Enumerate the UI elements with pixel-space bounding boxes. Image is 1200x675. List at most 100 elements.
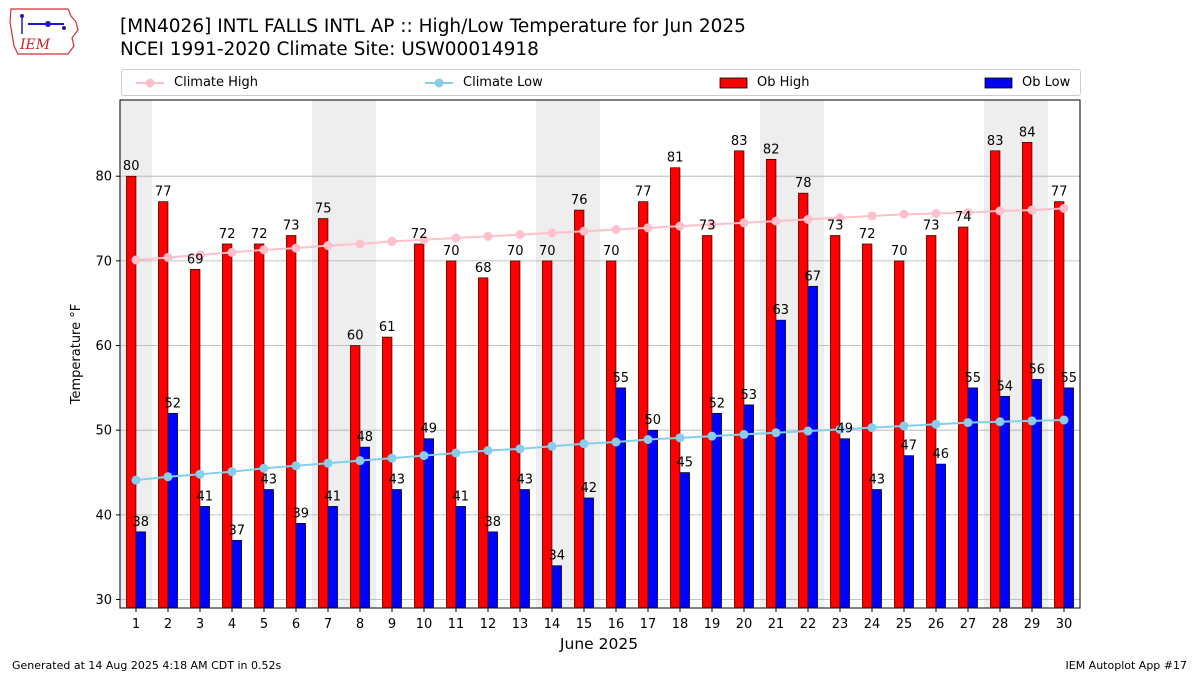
- ob-low-bar: [679, 472, 690, 609]
- x-tick-label: 19: [704, 617, 721, 632]
- climate-high-point: [131, 255, 141, 265]
- ob-high-value-label: 81: [667, 151, 684, 166]
- x-tick-label: 23: [832, 617, 849, 632]
- ob-high-value-label: 69: [187, 252, 204, 267]
- ob-low-bar: [135, 531, 146, 609]
- ob-low-bar: [551, 565, 562, 609]
- x-tick-label: 21: [768, 617, 785, 632]
- climate-low-point: [899, 421, 909, 431]
- climate-high-point: [643, 223, 653, 233]
- x-tick-label: 8: [356, 617, 364, 632]
- ob-low-value-label: 54: [997, 379, 1014, 394]
- ob-high-value-label: 70: [603, 244, 620, 259]
- ob-high-bar: [222, 243, 233, 609]
- ob-high-value-label: 77: [155, 185, 172, 200]
- legend-swatch-climate-low: [425, 78, 453, 87]
- ob-high-bar: [510, 260, 521, 609]
- climate-high-point: [259, 245, 269, 255]
- ob-low-value-label: 47: [901, 439, 918, 454]
- climate-low-point: [611, 437, 621, 447]
- chart-title: [MN4026] INTL FALLS INTL AP :: High/Low …: [120, 16, 746, 37]
- climate-high-point: [419, 235, 429, 245]
- ob-low-bar: [519, 489, 530, 609]
- ob-high-value-label: 60: [347, 329, 364, 344]
- ob-low-value-label: 55: [613, 371, 630, 386]
- climate-high-line: [135, 207, 1065, 262]
- climate-low-point: [867, 423, 877, 433]
- climate-high-point: [835, 213, 845, 223]
- climate-low-point: [451, 448, 461, 458]
- x-tick-label: 2: [164, 617, 172, 632]
- climate-high-point: [195, 250, 205, 260]
- climate-high-point: [739, 218, 749, 228]
- ob-high-bar: [478, 277, 489, 609]
- legend-label-climate-low: Climate Low: [463, 75, 543, 90]
- ob-high-value-label: 82: [763, 142, 780, 157]
- ob-high-value-label: 72: [219, 227, 236, 242]
- ob-low-bar: [711, 412, 722, 609]
- ob-low-value-label: 43: [261, 472, 278, 487]
- ob-high-value-label: 70: [891, 244, 908, 259]
- ob-low-bar: [423, 438, 434, 609]
- chart-subtitle: NCEI 1991-2020 Climate Site: USW00014918: [120, 39, 539, 60]
- climate-high-point: [163, 252, 173, 262]
- climate-low-point: [547, 441, 557, 451]
- ob-low-value-label: 49: [421, 422, 438, 437]
- ob-low-value-label: 39: [293, 506, 310, 521]
- ob-high-value-label: 83: [987, 134, 1004, 149]
- ob-low-value-label: 56: [1029, 362, 1046, 377]
- climate-high-point: [931, 208, 941, 218]
- y-tick-label: 60: [95, 339, 112, 354]
- x-tick-label: 15: [576, 617, 593, 632]
- legend-label-ob-high: Ob High: [757, 75, 810, 90]
- climate-high-point: [899, 209, 909, 219]
- climate-low-point: [163, 472, 173, 482]
- ob-low-bar: [295, 523, 306, 609]
- x-tick-label: 14: [544, 617, 561, 632]
- ob-high-bar: [286, 235, 297, 609]
- x-tick-label: 18: [672, 617, 689, 632]
- ob-low-value-label: 49: [837, 422, 854, 437]
- climate-high-point: [995, 206, 1005, 216]
- legend-label-ob-low: Ob Low: [1022, 75, 1071, 90]
- y-axis-label: Temperature °F: [69, 304, 84, 405]
- x-tick-label: 30: [1056, 617, 1073, 632]
- climate-high-point: [515, 230, 525, 240]
- legend-swatch-ob-low: [984, 77, 1013, 88]
- climate-high-point: [451, 233, 461, 243]
- iem-logo: IEM: [9, 8, 79, 55]
- x-tick-label: 10: [416, 617, 433, 632]
- legend-label-climate-high: Climate High: [174, 75, 259, 90]
- climate-low-point: [323, 458, 333, 468]
- y-tick-label: 70: [95, 254, 112, 269]
- climate-low-point: [835, 424, 845, 434]
- ob-low-value-label: 42: [581, 481, 598, 496]
- ob-high-bar: [190, 269, 201, 609]
- ob-low-value-label: 63: [773, 303, 790, 318]
- ob-high-bar: [350, 345, 361, 609]
- ob-low-bar: [583, 497, 594, 609]
- app-credit: IEM Autoplot App #17: [1065, 659, 1188, 672]
- x-tick-label: 4: [228, 617, 236, 632]
- y-tick-label: 80: [95, 170, 112, 185]
- climate-low-point: [739, 429, 749, 439]
- climate-high-point: [675, 221, 685, 231]
- climate-low-point: [131, 475, 141, 485]
- legend-item-ob-high: Ob High: [719, 70, 810, 95]
- ob-high-value-label: 70: [443, 244, 460, 259]
- climate-low-point: [995, 417, 1005, 427]
- ob-low-value-label: 38: [133, 515, 150, 530]
- climate-high-point: [1027, 205, 1037, 215]
- ob-high-bar: [1054, 201, 1065, 609]
- x-tick-label: 22: [800, 617, 817, 632]
- ob-high-value-label: 77: [1051, 185, 1068, 200]
- climate-low-line: [135, 419, 1065, 482]
- ob-low-value-label: 50: [645, 413, 662, 428]
- ob-high-value-label: 73: [283, 218, 300, 233]
- climate-high-point: [483, 231, 493, 241]
- ob-high-value-label: 72: [251, 227, 268, 242]
- x-tick-label: 27: [960, 617, 977, 632]
- climate-low-point: [579, 439, 589, 449]
- ob-high-bar: [798, 192, 809, 609]
- ob-low-value-label: 41: [325, 489, 342, 504]
